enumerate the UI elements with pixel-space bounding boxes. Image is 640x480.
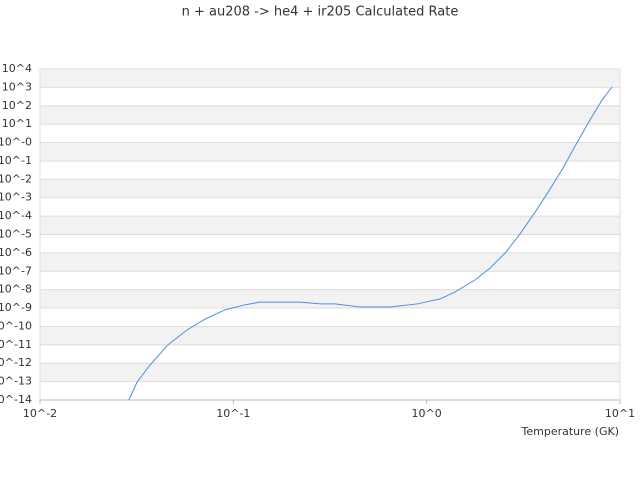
y-tick-label: 10^-0 bbox=[0, 136, 32, 149]
y-tick-label: 10^-12 bbox=[0, 356, 32, 369]
y-tick-label: 10^-1 bbox=[0, 154, 32, 167]
y-tick-label: 10^-7 bbox=[0, 264, 32, 277]
y-tick-label: 10^1 bbox=[2, 117, 32, 130]
x-tick-label: 10^-1 bbox=[216, 407, 250, 420]
y-tick-label: 10^-4 bbox=[0, 209, 32, 222]
data-line bbox=[128, 86, 613, 401]
grid-band bbox=[40, 252, 620, 272]
grid-band bbox=[40, 326, 620, 345]
y-tick-label: 10^-6 bbox=[0, 246, 32, 259]
x-tick-label: 10^-2 bbox=[23, 407, 57, 420]
grid-band bbox=[40, 179, 620, 198]
y-tick-label: 10^-8 bbox=[0, 283, 32, 296]
x-tick-label: 10^1 bbox=[605, 407, 635, 420]
y-tick-label: 10^4 bbox=[2, 62, 32, 75]
chart-title: n + au208 -> he4 + ir205 Calculated Rate bbox=[182, 5, 459, 20]
y-tick-label: 10^-5 bbox=[0, 228, 32, 241]
y-tick-label: 10^-14 bbox=[0, 393, 32, 406]
grid-band bbox=[40, 69, 620, 88]
y-tick-label: 10^-9 bbox=[0, 301, 32, 314]
grid-band bbox=[40, 142, 620, 161]
grid-band bbox=[40, 105, 620, 125]
y-tick-label: 10^3 bbox=[2, 80, 32, 93]
y-tick-label: 10^-13 bbox=[0, 375, 32, 388]
grid-band bbox=[40, 216, 620, 235]
y-tick-label: 10^-11 bbox=[0, 338, 32, 351]
x-axis-label: Temperature (GK) bbox=[521, 425, 620, 438]
y-tick-label: 10^-2 bbox=[0, 172, 32, 185]
x-tick-label: 10^0 bbox=[412, 407, 442, 420]
y-tick-label: 10^2 bbox=[2, 99, 32, 112]
y-tick-label: 10^-10 bbox=[0, 319, 32, 332]
grid-band bbox=[40, 363, 620, 382]
y-tick-label: 10^-3 bbox=[0, 191, 32, 204]
grid-band bbox=[40, 289, 620, 309]
